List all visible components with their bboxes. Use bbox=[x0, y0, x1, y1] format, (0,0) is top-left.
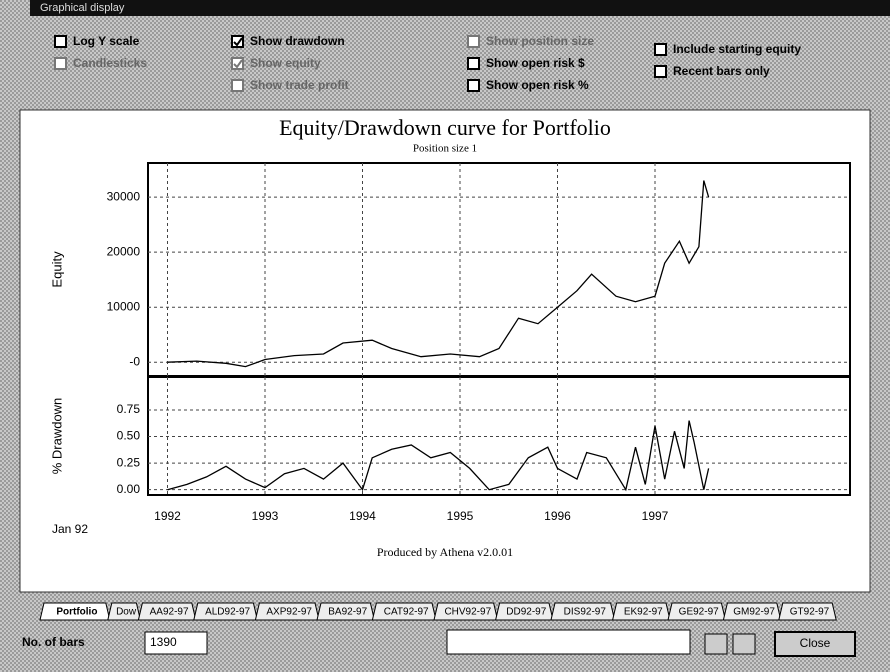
tab[interactable] bbox=[107, 602, 142, 621]
tab[interactable] bbox=[778, 602, 837, 621]
tab[interactable] bbox=[433, 602, 499, 621]
option-label[interactable]: Show position size bbox=[486, 34, 594, 48]
close-button[interactable] bbox=[774, 631, 856, 657]
y-tick-label: 10000 bbox=[107, 299, 141, 313]
data-line bbox=[167, 420, 710, 492]
y-tick-label: 30000 bbox=[107, 189, 141, 203]
y-axis-label: Equity bbox=[49, 251, 64, 288]
tab-label[interactable]: CAT92-97 bbox=[384, 607, 429, 618]
y-tick-label: 0.50 bbox=[117, 429, 141, 443]
checkbox[interactable] bbox=[54, 57, 67, 70]
tab-label[interactable]: DD92-97 bbox=[506, 607, 546, 618]
y-tick-label: 20000 bbox=[107, 244, 141, 258]
checkbox[interactable] bbox=[467, 35, 480, 48]
tab-label[interactable]: BA92-97 bbox=[328, 607, 367, 618]
icon-button[interactable] bbox=[732, 633, 756, 655]
x-tick-label: 1996 bbox=[544, 509, 571, 523]
y-tick-label: 0.75 bbox=[117, 402, 141, 416]
window-title: Graphical display bbox=[40, 2, 125, 14]
y-tick-label: 0.00 bbox=[117, 482, 141, 496]
x-tick-label: 1995 bbox=[447, 509, 474, 523]
close-label[interactable]: Close bbox=[800, 636, 831, 650]
tab-label[interactable]: GT92-97 bbox=[790, 607, 830, 618]
bars-label: No. of bars bbox=[22, 635, 85, 649]
tab[interactable] bbox=[193, 602, 259, 621]
tab-label[interactable]: GM92-97 bbox=[733, 607, 775, 618]
tab-label[interactable]: Dow bbox=[116, 607, 137, 618]
bars-input[interactable] bbox=[144, 631, 208, 655]
x-tick-label: 1993 bbox=[252, 509, 279, 523]
checkbox[interactable] bbox=[231, 57, 244, 70]
tab[interactable] bbox=[137, 602, 197, 621]
tab[interactable] bbox=[316, 602, 376, 621]
tab[interactable] bbox=[722, 602, 782, 621]
option-label[interactable]: Include starting equity bbox=[673, 42, 801, 56]
tab-label[interactable]: AXP92-97 bbox=[266, 607, 312, 618]
x-tick-label: 1992 bbox=[154, 509, 181, 523]
option-label[interactable]: Show drawdown bbox=[250, 34, 345, 48]
bars-value[interactable]: 1390 bbox=[150, 635, 177, 649]
option-label[interactable]: Show equity bbox=[250, 56, 321, 70]
plot-frame bbox=[147, 376, 851, 496]
tab[interactable] bbox=[550, 602, 616, 621]
text-input[interactable] bbox=[446, 629, 691, 655]
checkbox[interactable] bbox=[467, 79, 480, 92]
tab[interactable] bbox=[371, 602, 437, 621]
option-label[interactable]: Show open risk % bbox=[486, 78, 589, 92]
tab-label[interactable]: AA92-97 bbox=[150, 607, 189, 618]
chart-title: Equity/Drawdown curve for Portfolio bbox=[279, 115, 611, 140]
checkbox[interactable] bbox=[467, 57, 480, 70]
y-axis-label: % Drawdown bbox=[49, 398, 64, 475]
option-label[interactable]: Candlesticks bbox=[73, 56, 147, 70]
tab-label[interactable]: GE92-97 bbox=[679, 607, 719, 618]
check-mark bbox=[233, 37, 243, 47]
tab-label[interactable]: EK92-97 bbox=[624, 607, 663, 618]
tab[interactable] bbox=[667, 602, 727, 621]
annotation: Jan 92 bbox=[52, 522, 88, 536]
title-bar bbox=[30, 0, 890, 16]
checkbox[interactable] bbox=[54, 35, 67, 48]
y-tick-label: -0 bbox=[129, 354, 140, 368]
checkbox[interactable] bbox=[231, 35, 244, 48]
chart-subtitle: Position size 1 bbox=[413, 143, 477, 155]
icon-button[interactable] bbox=[704, 633, 728, 655]
check-mark bbox=[233, 59, 243, 69]
tab-label[interactable]: ALD92-97 bbox=[205, 607, 250, 618]
tab-label[interactable]: Portfolio bbox=[56, 607, 97, 618]
option-label[interactable]: Recent bars only bbox=[673, 64, 770, 78]
checkbox[interactable] bbox=[654, 65, 667, 78]
tab[interactable] bbox=[254, 602, 320, 621]
tab[interactable] bbox=[494, 602, 554, 621]
data-line bbox=[167, 180, 710, 368]
tab-label[interactable]: DIS92-97 bbox=[564, 607, 607, 618]
tab[interactable] bbox=[39, 602, 111, 621]
x-tick-label: 1997 bbox=[642, 509, 669, 523]
y-tick-label: 0.25 bbox=[117, 455, 141, 469]
option-label[interactable]: Show trade profit bbox=[250, 78, 349, 92]
x-tick-label: 1994 bbox=[349, 509, 376, 523]
chart-area bbox=[19, 109, 871, 593]
tab-label[interactable]: CHV92-97 bbox=[444, 607, 491, 618]
tab[interactable] bbox=[611, 602, 671, 621]
checkbox[interactable] bbox=[231, 79, 244, 92]
checkbox[interactable] bbox=[654, 43, 667, 56]
note: Produced by Athena v2.0.01 bbox=[377, 545, 513, 559]
option-label[interactable]: Show open risk $ bbox=[486, 56, 585, 70]
option-label[interactable]: Log Y scale bbox=[73, 34, 140, 48]
